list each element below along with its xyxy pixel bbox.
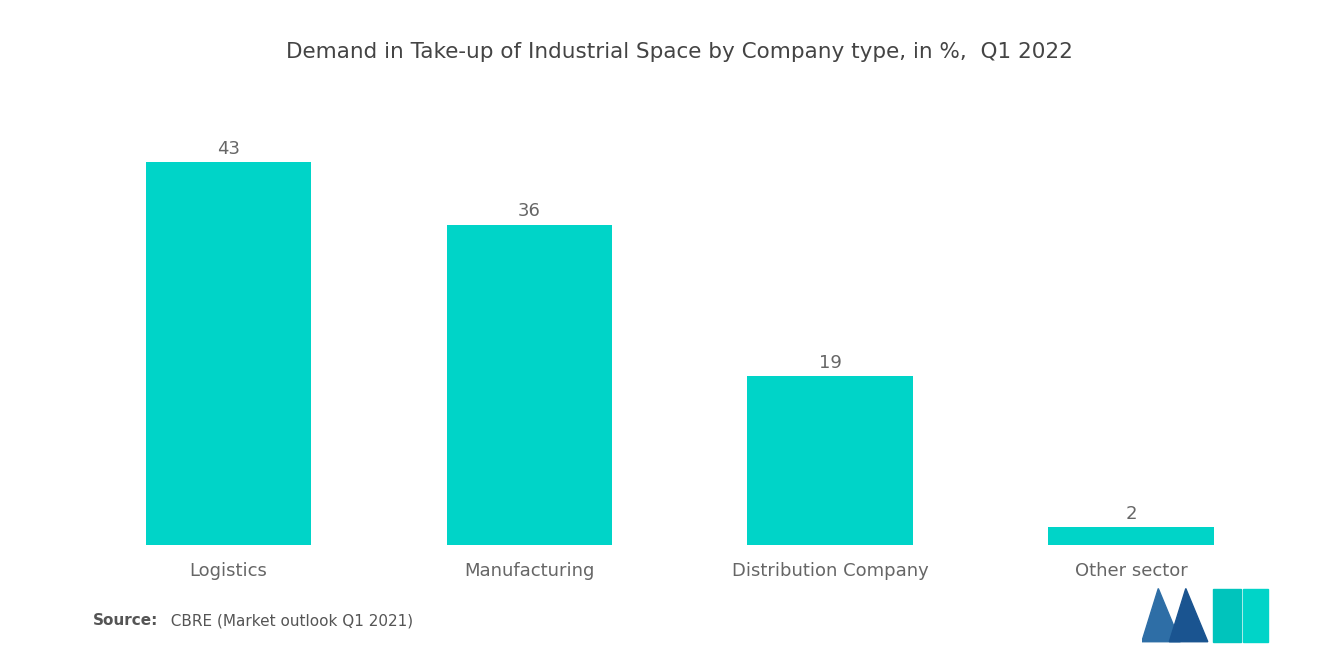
Text: CBRE (Market outlook Q1 2021): CBRE (Market outlook Q1 2021) bbox=[161, 613, 413, 628]
Text: 36: 36 bbox=[517, 202, 541, 220]
Polygon shape bbox=[1142, 589, 1180, 642]
Bar bbox=[446, 225, 612, 545]
Polygon shape bbox=[1243, 589, 1269, 642]
Text: Source:: Source: bbox=[92, 613, 158, 628]
Bar bbox=[747, 376, 913, 545]
Bar bbox=[145, 162, 312, 545]
Bar bbox=[1048, 527, 1214, 545]
Title: Demand in Take-up of Industrial Space by Company type, in %,  Q1 2022: Demand in Take-up of Industrial Space by… bbox=[286, 42, 1073, 62]
Text: 43: 43 bbox=[216, 140, 240, 158]
Polygon shape bbox=[1170, 589, 1208, 642]
Text: 19: 19 bbox=[818, 354, 842, 372]
Polygon shape bbox=[1213, 589, 1241, 642]
Text: 2: 2 bbox=[1126, 505, 1137, 523]
